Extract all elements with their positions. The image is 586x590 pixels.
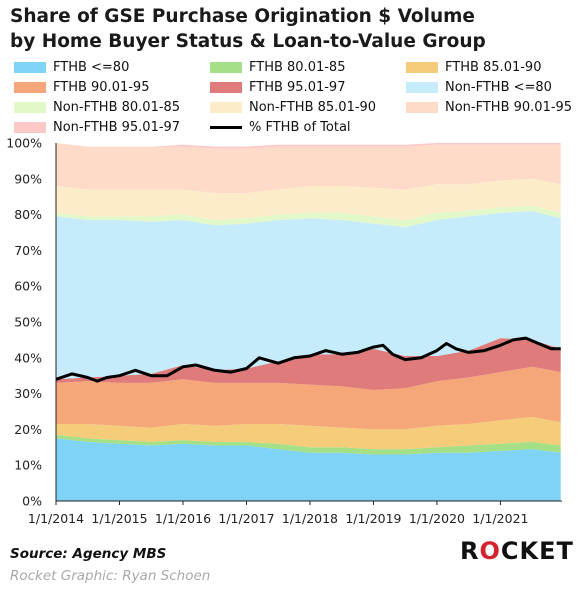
legend-swatch	[406, 102, 438, 113]
logo-text-o: O	[479, 537, 501, 565]
legend-label: FTHB <=80	[53, 60, 130, 75]
legend-label: Non-FTHB 85.01-90	[249, 100, 377, 115]
area-non-fthb-85-01-90	[56, 178, 561, 220]
logo-text-cket: CKET	[500, 537, 574, 565]
y-tick-label: 30%	[14, 386, 42, 401]
x-tick-label: 1/1/2021	[472, 511, 528, 526]
legend-item-non-fthb-90-01-95: Non-FTHB 90.01-95	[406, 98, 584, 117]
area-non-fthb-80-01-85	[56, 205, 561, 228]
legend-item-fthb-80-01-85: FTHB 80.01-85	[210, 58, 406, 77]
legend-item-non-fthb-80: Non-FTHB <=80	[406, 78, 584, 97]
x-tick-label: 1/1/2017	[218, 511, 274, 526]
y-tick-label: 60%	[14, 279, 42, 294]
legend-swatch	[210, 126, 242, 129]
legend-swatch	[406, 82, 438, 93]
legend-label: % FTHB of Total	[249, 120, 351, 135]
legend-swatch	[14, 102, 46, 113]
x-tick-label: 1/1/2015	[91, 511, 147, 526]
legend-swatch	[406, 62, 438, 73]
legend-item-non-fthb-80-01-85: Non-FTHB 80.01-85	[14, 98, 210, 117]
y-tick-label: 40%	[14, 350, 42, 365]
x-tick-label: 1/1/2020	[409, 511, 465, 526]
y-tick-label: 20%	[14, 422, 42, 437]
chart-title: Share of GSE Purchase Origination $ Volu…	[10, 4, 580, 54]
legend-item-fthb-80: FTHB <=80	[14, 58, 210, 77]
x-tick-label: 1/1/2019	[345, 511, 401, 526]
area-fthb-85-01-90	[56, 416, 561, 450]
legend-label: FTHB 90.01-95	[53, 80, 150, 95]
legend-swatch	[14, 82, 46, 93]
legend-label: FTHB 85.01-90	[445, 60, 542, 75]
legend-item-fthb-of-total: % FTHB of Total	[210, 118, 406, 137]
legend-item-fthb-95-01-97: FTHB 95.01-97	[210, 78, 406, 97]
legend-swatch	[210, 62, 242, 73]
y-tick-label: 0%	[22, 494, 42, 509]
legend-swatch	[210, 82, 242, 93]
legend-label: Non-FTHB 90.01-95	[445, 100, 573, 115]
y-tick-label: 70%	[14, 243, 42, 258]
y-tick-label: 100%	[6, 136, 42, 151]
rocket-logo: ROCKET	[460, 537, 574, 565]
area-non-fthb-95-01-97	[56, 143, 561, 149]
logo-text-r: R	[460, 537, 480, 565]
stacked-area-chart: 0% 10% 20% 30% 40% 50% 60% 70% 80% 90% 100% 1/1/201…	[6, 136, 562, 526]
legend-label: Non-FTHB 95.01-97	[53, 120, 181, 135]
legend-item-non-fthb-85-01-90: Non-FTHB 85.01-90	[210, 98, 406, 117]
legend-item-fthb-90-01-95: FTHB 90.01-95	[14, 78, 210, 97]
area-fthb-90-01-95	[56, 366, 561, 430]
legend-label: FTHB 80.01-85	[249, 60, 346, 75]
area-non-fthb-80	[56, 211, 561, 380]
legend-swatch	[14, 122, 46, 133]
legend-label: FTHB 95.01-97	[249, 80, 346, 95]
area-non-fthb-90-01-95	[56, 143, 561, 194]
legend-item-non-fthb-95-01-97: Non-FTHB 95.01-97	[14, 118, 210, 137]
chart-title-line-2: by Home Buyer Status & Loan-to-Value Gro…	[10, 31, 486, 52]
legend-label: Non-FTHB 80.01-85	[53, 100, 181, 115]
y-tick-label: 10%	[14, 458, 42, 473]
x-tick-label: 1/1/2018	[282, 511, 338, 526]
y-tick-label: 90%	[14, 171, 42, 186]
y-tick-label: 80%	[14, 207, 42, 222]
legend-swatch	[210, 102, 242, 113]
x-tick-label: 1/1/2014	[28, 511, 84, 526]
legend-item-fthb-85-01-90: FTHB 85.01-90	[406, 58, 584, 77]
area-fthb-80-01-85	[56, 434, 561, 455]
area-fthb-95-01-97	[56, 338, 561, 390]
y-tick-label: 50%	[14, 315, 42, 330]
source-note: Source: Agency MBS	[10, 546, 167, 562]
x-tick-label: 1/1/2016	[155, 511, 211, 526]
area-fthb-80	[56, 438, 561, 501]
legend: FTHB <=80 FTHB 80.01-85 FTHB 85.01-90 FTHB …	[14, 58, 584, 137]
legend-label: Non-FTHB <=80	[445, 80, 552, 95]
graphic-credit: Rocket Graphic: Ryan Schoen	[10, 568, 211, 584]
chart-title-line-1: Share of GSE Purchase Origination $ Volu…	[10, 6, 475, 27]
line-fthb-of-total	[55, 336, 561, 383]
legend-swatch	[14, 62, 46, 73]
